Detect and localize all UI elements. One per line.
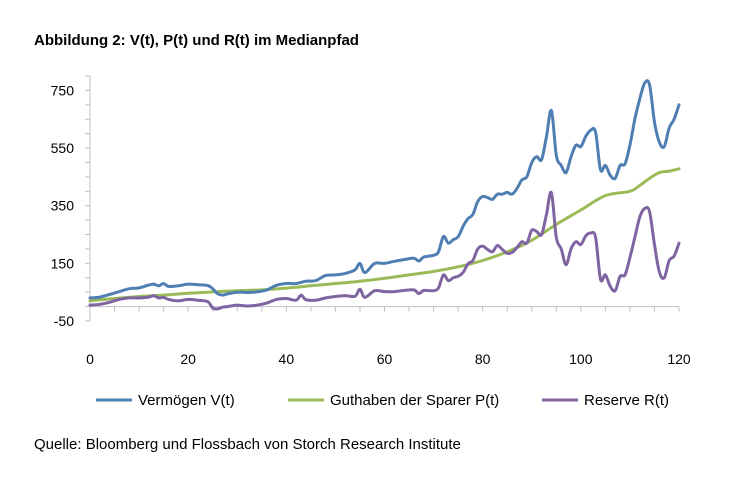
source-note: Quelle: Bloomberg und Flossbach von Stor… (34, 436, 461, 453)
x-tick-label: 40 (279, 351, 295, 367)
legend-label-guthaben-der-sparer-p-t: Guthaben der Sparer P(t) (330, 392, 499, 409)
series-layer (88, 79, 681, 311)
legend-label-reserve-r-t: Reserve R(t) (584, 392, 669, 409)
series-line-reserve-r-t (88, 190, 681, 311)
y-tick-label: 550 (51, 140, 75, 156)
chart-title: Abbildung 2: V(t), P(t) und R(t) im Medi… (34, 32, 359, 49)
x-tick-label: 100 (569, 351, 593, 367)
legend: Vermögen V(t) Guthaben der Sparer P(t) Res… (96, 392, 669, 409)
x-tick-label: 20 (180, 351, 196, 367)
legend-label-verm-gen-v-t: Vermögen V(t) (138, 392, 235, 409)
x-tick-label: 0 (86, 351, 94, 367)
y-tick-label: 750 (51, 82, 75, 98)
x-tick-label: 60 (377, 351, 393, 367)
x-tick-label: 120 (667, 351, 691, 367)
y-tick-label: 150 (51, 255, 75, 271)
y-tick-label: 350 (51, 198, 75, 214)
series-line-verm-gen-v-t (88, 79, 681, 300)
axes: -50 150 350 550 750 0 20 40 60 80 100 120 (51, 75, 691, 367)
y-tick-label: -50 (54, 313, 74, 329)
series-line-guthaben-der-sparer-p-t (88, 167, 681, 303)
x-tick-label: 80 (475, 351, 491, 367)
